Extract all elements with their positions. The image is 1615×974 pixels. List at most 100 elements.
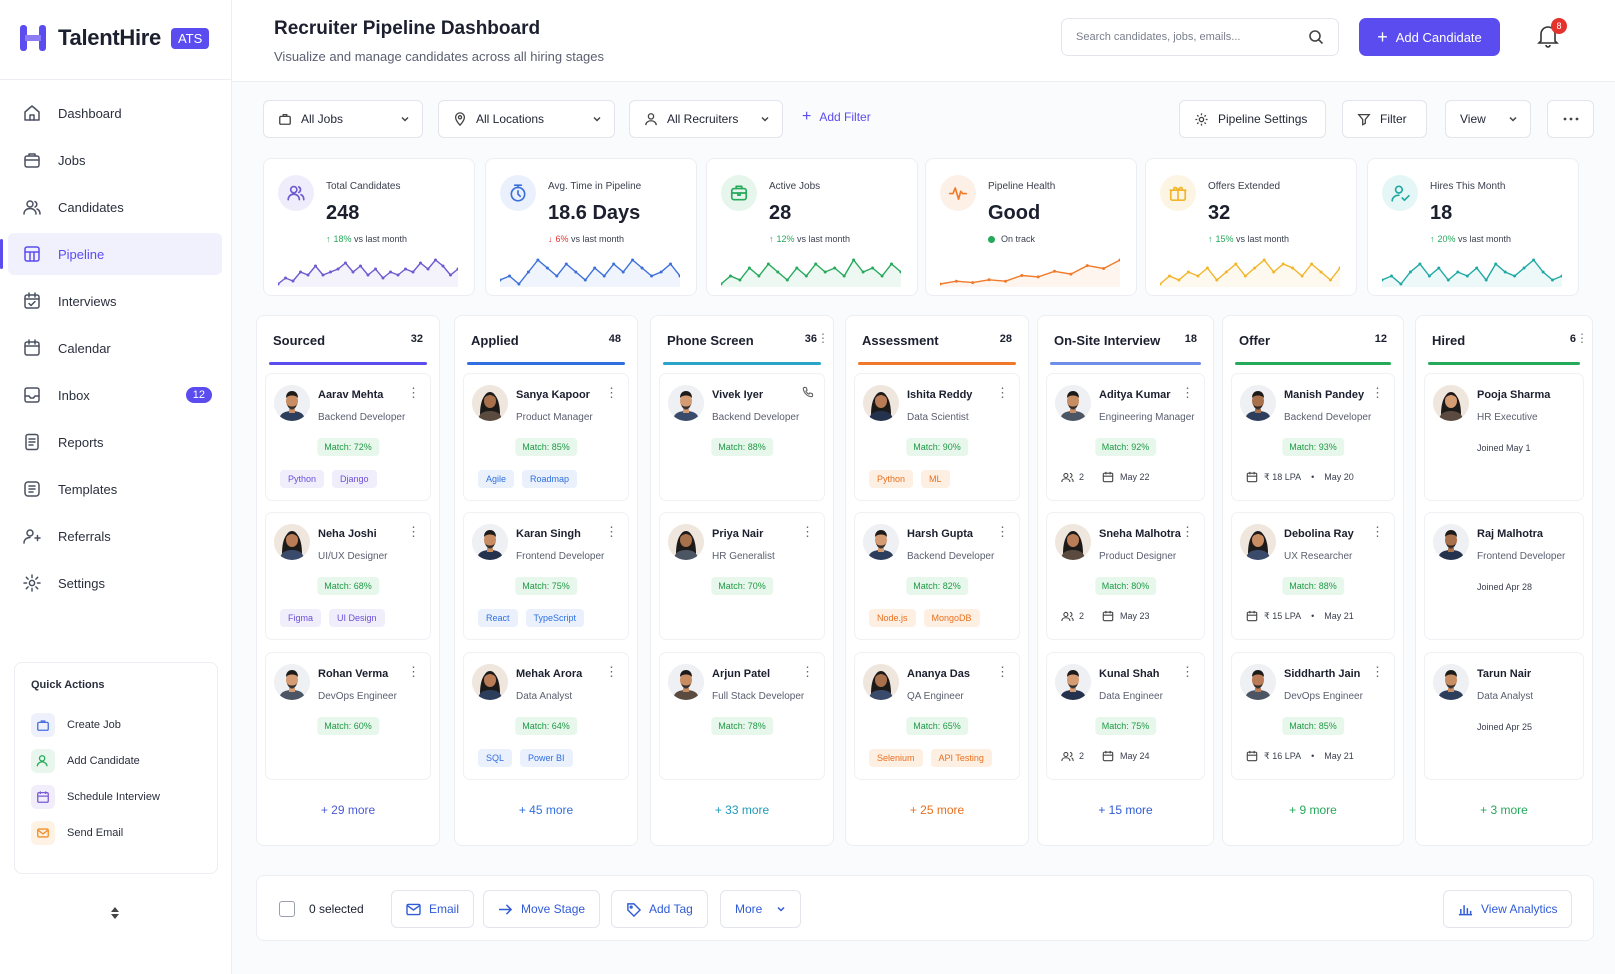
candidate-card[interactable]: Rohan Verma DevOps Engineer ⋮ Match: 60% — [265, 652, 431, 780]
candidate-name[interactable]: Debolina Ray — [1284, 528, 1354, 540]
show-more-link[interactable]: + 9 more — [1289, 803, 1337, 817]
jobs-filter-dropdown[interactable]: All Jobs — [263, 100, 423, 138]
avatar[interactable] — [863, 524, 899, 560]
kebab-menu-icon[interactable]: ⋮ — [1181, 385, 1194, 400]
sidebar-item-calendar[interactable]: Calendar — [8, 327, 222, 369]
candidate-name[interactable]: Manish Pandey — [1284, 389, 1365, 401]
stat-card-total-candidates[interactable]: Total Candidates 248 ↑ 18% vs last month — [263, 158, 475, 296]
show-more-link[interactable]: + 29 more — [320, 803, 376, 817]
sidebar-item-settings[interactable]: Settings — [8, 562, 222, 604]
app-logo[interactable]: TalentHire ATS — [18, 20, 210, 56]
sidebar-item-pipeline[interactable]: Pipeline — [0, 233, 222, 275]
kebab-menu-icon[interactable]: ⋮ — [605, 524, 618, 539]
show-more-link[interactable]: + 3 more — [1480, 803, 1528, 817]
avatar[interactable] — [1055, 385, 1091, 421]
add-tag-button[interactable]: Add Tag — [611, 890, 708, 928]
candidate-name[interactable]: Neha Joshi — [318, 528, 377, 540]
avatar[interactable] — [1055, 664, 1091, 700]
sidebar-item-inbox[interactable]: Inbox 12 — [8, 374, 222, 416]
pipeline-settings-button[interactable]: Pipeline Settings — [1179, 100, 1326, 138]
avatar[interactable] — [1433, 664, 1469, 700]
move-stage-button[interactable]: Move Stage — [483, 890, 601, 928]
show-more-link[interactable]: + 25 more — [909, 803, 965, 817]
skill-tag[interactable]: Figma — [280, 609, 322, 627]
skill-tag[interactable]: Python — [869, 470, 914, 488]
skill-tag[interactable]: API Testing — [930, 749, 992, 767]
avatar[interactable] — [1240, 664, 1276, 700]
candidate-name[interactable]: Sneha Malhotra — [1099, 528, 1181, 540]
avatar[interactable] — [668, 385, 704, 421]
more-options-button[interactable] — [1547, 100, 1594, 138]
kebab-menu-icon[interactable]: ⋮ — [407, 664, 420, 679]
more-actions-dropdown[interactable]: More — [720, 890, 802, 928]
quick-action-create-job[interactable]: Create Job — [31, 707, 217, 743]
avatar[interactable] — [1433, 524, 1469, 560]
stat-card-active-jobs[interactable]: Active Jobs 28 ↑ 12% vs last month — [706, 158, 918, 296]
kebab-menu-icon[interactable]: ⋮ — [801, 664, 814, 679]
candidate-card[interactable]: Arjun Patel Full Stack Developer ⋮ Match: … — [659, 652, 825, 780]
candidate-card[interactable]: Mehak Arora Data Analyst ⋮ Match: 64% SQL Po… — [463, 652, 629, 780]
candidate-name[interactable]: Karan Singh — [516, 528, 581, 540]
candidate-name[interactable]: Ishita Reddy — [907, 389, 973, 401]
candidate-name[interactable]: Raj Malhotra — [1477, 528, 1544, 540]
skill-tag[interactable]: Python — [280, 470, 325, 488]
quick-action-send-email[interactable]: Send Email — [31, 815, 217, 851]
sidebar-item-interviews[interactable]: Interviews — [8, 280, 222, 322]
candidate-card[interactable]: Harsh Gupta Backend Developer ⋮ Match: 82%… — [854, 512, 1020, 640]
candidate-card[interactable]: Manish Pandey Backend Developer ⋮ Match: 9… — [1231, 373, 1395, 501]
avatar[interactable] — [1433, 385, 1469, 421]
column-menu-icon[interactable]: ⋮ — [1576, 331, 1588, 345]
candidate-card[interactable]: Raj Malhotra Frontend Developer Joined Ap… — [1424, 512, 1584, 640]
candidate-name[interactable]: Siddharth Jain — [1284, 668, 1361, 680]
avatar[interactable] — [668, 524, 704, 560]
kebab-menu-icon[interactable]: ⋮ — [1371, 385, 1384, 400]
kebab-menu-icon[interactable]: ⋮ — [996, 385, 1009, 400]
add-filter-button[interactable]: + Add Filter — [802, 109, 871, 125]
avatar[interactable] — [274, 385, 310, 421]
sidebar-item-dashboard[interactable]: Dashboard — [8, 92, 222, 134]
skill-tag[interactable]: Django — [332, 470, 377, 488]
stat-card-hires-this-month[interactable]: Hires This Month 18 ↑ 20% vs last month — [1367, 158, 1579, 296]
candidate-name[interactable]: Pooja Sharma — [1477, 389, 1551, 401]
kebab-menu-icon[interactable]: ⋮ — [1371, 664, 1384, 679]
show-more-link[interactable]: + 15 more — [1098, 803, 1153, 817]
quick-action-schedule-interview[interactable]: Schedule Interview — [31, 779, 217, 815]
notifications-button[interactable]: 8 — [1537, 18, 1567, 48]
avatar[interactable] — [863, 664, 899, 700]
candidate-name[interactable]: Rohan Verma — [318, 668, 389, 680]
skill-tag[interactable]: TypeScript — [525, 609, 585, 627]
recruiters-filter-dropdown[interactable]: All Recruiters — [629, 100, 783, 138]
skill-tag[interactable]: Node.js — [869, 609, 916, 627]
candidate-card[interactable]: Tarun Nair Data Analyst Joined Apr 25 — [1424, 652, 1584, 780]
candidate-card[interactable]: Priya Nair HR Generalist ⋮ Match: 70% — [659, 512, 825, 640]
stat-card-offers-extended[interactable]: Offers Extended 32 ↑ 15% vs last month — [1145, 158, 1357, 296]
kebab-menu-icon[interactable]: ⋮ — [1371, 524, 1384, 539]
column-menu-icon[interactable]: ⋮ — [817, 331, 829, 345]
candidate-name[interactable]: Tarun Nair — [1477, 668, 1532, 680]
skill-tag[interactable]: UI Design — [329, 609, 385, 627]
avatar[interactable] — [1240, 524, 1276, 560]
candidate-card[interactable]: Ananya Das QA Engineer ⋮ Match: 65% Seleniu… — [854, 652, 1020, 780]
avatar[interactable] — [863, 385, 899, 421]
candidate-card[interactable]: Neha Joshi UI/UX Designer ⋮ Match: 68% Figm… — [265, 512, 431, 640]
filter-button[interactable]: Filter — [1342, 100, 1427, 138]
candidate-name[interactable]: Kunal Shah — [1099, 668, 1160, 680]
add-candidate-button[interactable]: + Add Candidate — [1359, 18, 1500, 56]
candidate-card[interactable]: Sanya Kapoor Product Manager ⋮ Match: 85% A… — [463, 373, 629, 501]
skill-tag[interactable]: Agile — [478, 470, 515, 488]
avatar[interactable] — [274, 664, 310, 700]
candidate-card[interactable]: Karan Singh Frontend Developer ⋮ Match: 75… — [463, 512, 629, 640]
candidate-name[interactable]: Harsh Gupta — [907, 528, 974, 540]
candidate-card[interactable]: Aarav Mehta Backend Developer ⋮ Match: 72%… — [265, 373, 431, 501]
kebab-menu-icon[interactable]: ⋮ — [407, 385, 420, 400]
candidate-name[interactable]: Aarav Mehta — [318, 389, 384, 401]
avatar[interactable] — [1055, 524, 1091, 560]
avatar[interactable] — [472, 524, 508, 560]
skill-tag[interactable]: Power BI — [520, 749, 573, 767]
avatar[interactable] — [1240, 385, 1276, 421]
candidate-name[interactable]: Arjun Patel — [712, 668, 771, 680]
candidate-card[interactable]: Ishita Reddy Data Scientist ⋮ Match: 90% Py… — [854, 373, 1020, 501]
candidate-card[interactable]: Kunal Shah Data Engineer ⋮ Match: 75% 2 Ma… — [1046, 652, 1205, 780]
candidate-card[interactable]: Pooja Sharma HR Executive Joined May 1 — [1424, 373, 1584, 501]
stat-card-pipeline-health[interactable]: Pipeline Health Good On track — [925, 158, 1137, 296]
